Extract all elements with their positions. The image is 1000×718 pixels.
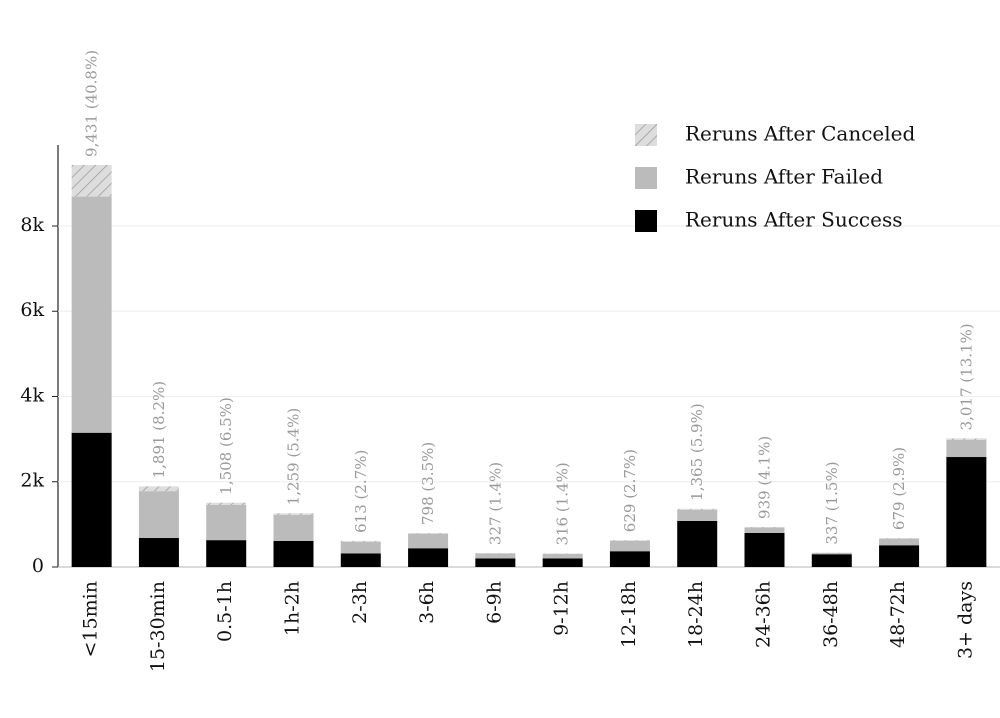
x-tick-label: 12-18h — [618, 581, 640, 648]
legend-swatch — [635, 167, 657, 189]
bar-segment — [609, 540, 650, 552]
bar-segment — [475, 553, 516, 554]
y-tick-label: 4k — [20, 384, 44, 406]
bar-segment — [206, 540, 247, 567]
total-label: 1,508 (6.5%) — [217, 397, 235, 495]
total-label: 3,017 (13.1%) — [957, 323, 975, 430]
x-tick-label: 48-72h — [887, 581, 909, 648]
bar-segment — [609, 551, 650, 567]
legend-swatch — [635, 124, 657, 146]
bar-segment — [946, 439, 987, 458]
bar-segment — [542, 553, 583, 559]
bar-segment — [138, 491, 179, 539]
bar-segment — [677, 508, 718, 510]
bar-segment — [340, 540, 381, 542]
x-tick-label: 24-36h — [753, 581, 775, 648]
bar-segment — [542, 558, 583, 567]
y-tick-label: 0 — [32, 555, 44, 577]
bar-segment — [71, 164, 112, 197]
bar-segment — [206, 504, 247, 541]
bar-segment — [340, 553, 381, 567]
bar-segment — [273, 540, 314, 567]
x-tick-label: <15min — [80, 581, 102, 657]
bar-segment — [744, 526, 785, 528]
bar-segment — [677, 509, 718, 521]
total-label: 327 (1.4%) — [486, 462, 504, 545]
x-tick-label: 2-3h — [349, 581, 371, 624]
bar-segment — [475, 558, 516, 567]
bar-segment — [811, 554, 852, 567]
total-label: 1,365 (5.9%) — [688, 403, 706, 501]
total-label: 629 (2.7%) — [621, 449, 639, 532]
x-tick-label: 3-6h — [416, 581, 438, 624]
bar-segment — [811, 552, 852, 555]
bar-segment — [340, 541, 381, 554]
bar-segment — [408, 533, 449, 549]
bar-segment — [71, 196, 112, 433]
total-label: 939 (4.1%) — [756, 436, 774, 519]
total-label: 798 (3.5%) — [419, 442, 437, 525]
bar-segment — [273, 514, 314, 541]
legend-label: Reruns After Canceled — [685, 122, 916, 146]
x-tick-label: 18-24h — [685, 581, 707, 648]
bar-segment — [408, 548, 449, 567]
total-label: 613 (2.7%) — [352, 450, 370, 533]
total-label: 337 (1.5%) — [823, 461, 841, 544]
y-tick-label: 2k — [20, 470, 44, 492]
total-label: 9,431 (40.8%) — [83, 50, 101, 157]
bar-segment — [879, 538, 920, 539]
bar-segment — [71, 432, 112, 567]
y-tick-label: 6k — [20, 299, 44, 321]
legend-swatch — [635, 210, 657, 232]
x-tick-label: 6-9h — [483, 581, 505, 624]
bar-segment — [138, 538, 179, 567]
bar-segment — [744, 532, 785, 567]
bar-segment — [408, 532, 449, 534]
y-tick-label: 8k — [20, 214, 44, 236]
bar-segment — [677, 520, 718, 567]
bar-segment — [475, 553, 516, 559]
x-tick-label: 15-30min — [147, 581, 169, 672]
x-tick-label: 3+ days — [954, 581, 976, 659]
x-tick-label: 9-12h — [551, 581, 573, 636]
x-tick-label: 1h-2h — [282, 581, 304, 636]
legend-label: Reruns After Failed — [685, 165, 883, 189]
total-label: 679 (2.9%) — [890, 447, 908, 530]
x-tick-label: 0.5-1h — [214, 581, 236, 642]
bar-segment — [946, 438, 987, 440]
x-tick-label: 36-48h — [820, 581, 842, 648]
total-label: 1,891 (8.2%) — [150, 381, 168, 479]
bar-segment — [609, 540, 650, 541]
bar-segment — [879, 538, 920, 546]
bar-segment — [206, 502, 247, 505]
bar-segment — [273, 513, 314, 515]
total-label: 316 (1.4%) — [554, 462, 572, 545]
total-label: 1,259 (5.4%) — [285, 408, 303, 506]
bar-segment — [946, 457, 987, 567]
bar-segment — [744, 527, 785, 533]
bar-segment — [879, 545, 920, 567]
legend-label: Reruns After Success — [685, 208, 902, 232]
bar-segment — [138, 486, 179, 492]
